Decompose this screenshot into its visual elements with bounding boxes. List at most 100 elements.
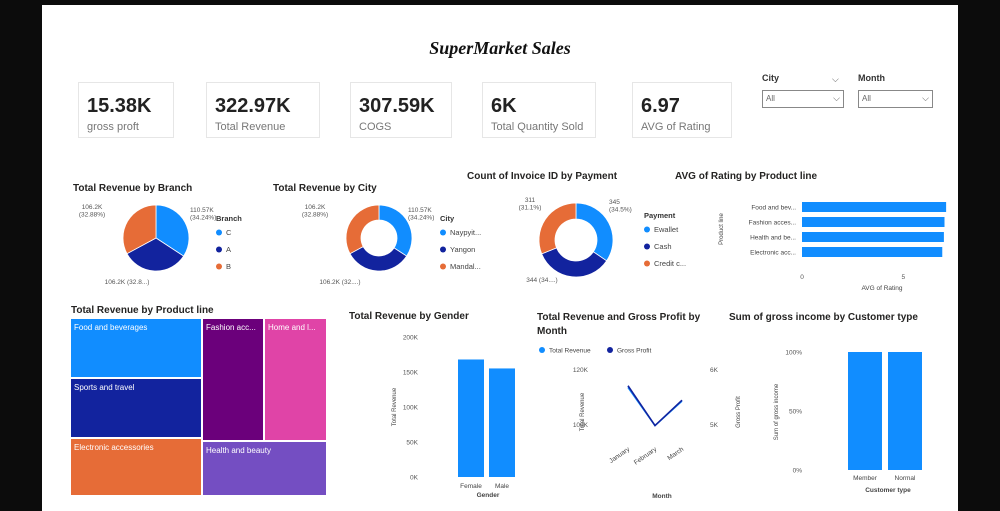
tick-label: 0K xyxy=(410,475,419,482)
tile-label: Health and beauty xyxy=(206,446,271,455)
tile-label: Sports and travel xyxy=(74,383,135,392)
legend-item: Total Revenue xyxy=(549,348,591,355)
rating-bar-chart[interactable]: Food and bev... Fashion acces... Health an… xyxy=(672,185,947,300)
category-label: Health and be... xyxy=(750,235,796,242)
month-select[interactable]: All ⌵ xyxy=(858,90,933,108)
series-line-1[interactable] xyxy=(627,385,683,427)
payment-donut-chart[interactable]: 345 (34.5%) 344 (34....) 311 (31.1%) Payment E… xyxy=(467,185,686,300)
treemap-tile-food-and-beverages[interactable]: Food and beverages xyxy=(70,318,202,378)
legend-marker xyxy=(216,263,222,270)
treemap-tile-electronic-accessories[interactable]: Electronic accessories xyxy=(70,438,202,496)
kpi-label: gross proft xyxy=(87,121,139,133)
x-axis-label: AVG of Rating xyxy=(861,285,902,292)
x-axis-label: Customer type xyxy=(865,487,911,494)
kpi-value: 322.97K xyxy=(215,95,291,117)
bar[interactable] xyxy=(802,247,943,257)
city-select[interactable]: All ⌵ xyxy=(762,90,844,108)
chevron-down-icon: ⌵ xyxy=(922,93,929,103)
kpi-label: COGS xyxy=(359,121,392,133)
legend-item: B xyxy=(226,262,231,271)
pie-slice-2[interactable] xyxy=(345,204,380,255)
legend-marker xyxy=(644,243,650,250)
customer-bar-chart[interactable]: 0% 50% 100% Member Normal Customer type Sum of… xyxy=(722,340,922,505)
data-label: 110.57K (34.24%) xyxy=(408,207,434,222)
legend-marker xyxy=(440,229,446,236)
pie-slice-2[interactable] xyxy=(538,202,577,255)
legend-item: Gross Profit xyxy=(617,348,652,355)
bar[interactable] xyxy=(802,232,944,242)
legend-marker xyxy=(644,260,650,267)
city-donut-chart[interactable]: 110.57K (34.24%) 106.2K (32....) 106.2K (32.… xyxy=(272,195,481,295)
data-label: 106.2K (32....) xyxy=(319,279,360,286)
branch-pie-chart[interactable]: 110.57K (34.24%) 106.2K (32.8...) 106.2K (32… xyxy=(72,195,272,295)
month-chart-title: Total Revenue and Gross Profit by Month xyxy=(537,311,717,339)
tick-label: 50% xyxy=(789,409,802,416)
data-label: 345 (34.5%) xyxy=(609,199,632,214)
pie-slice-2[interactable] xyxy=(122,204,157,255)
kpi-label: Total Revenue xyxy=(215,121,286,133)
treemap-tile-health-and-beauty[interactable]: Health and beauty xyxy=(202,441,327,496)
city-chart-title: Total Revenue by City xyxy=(273,183,377,194)
bar[interactable] xyxy=(802,217,945,227)
tick-label: 100% xyxy=(785,350,802,357)
data-label: 344 (34....) xyxy=(526,277,557,284)
kpi-card-total-revenue[interactable]: 322.97K Total Revenue xyxy=(206,82,320,138)
y-axis-label: Sum of gross income xyxy=(774,383,780,440)
treemap-tile-fashion-accessories[interactable]: Fashion acc... xyxy=(202,318,264,441)
pie-slice-1[interactable] xyxy=(349,246,408,272)
legend-item: A xyxy=(226,245,231,254)
category-label: Food and bev... xyxy=(751,205,796,212)
legend-item: Yangon xyxy=(450,245,475,254)
legend-marker xyxy=(440,246,446,253)
tick-label: 5 xyxy=(902,274,906,281)
branch-chart-title: Total Revenue by Branch xyxy=(73,183,193,194)
kpi-label: Total Quantity Sold xyxy=(491,121,584,133)
kpi-value: 6.97 xyxy=(641,95,680,117)
tick-label: 5K xyxy=(710,422,719,429)
kpi-card-avg-rating[interactable]: 6.97 AVG of Rating xyxy=(632,82,732,138)
legend-item: Cash xyxy=(654,242,672,251)
legend-item: Naypyit... xyxy=(450,228,481,237)
tick-label: 0% xyxy=(793,468,803,475)
legend-marker xyxy=(644,226,650,233)
dashboard-canvas: SuperMarket Sales 15.38K gross proft 322… xyxy=(42,5,958,511)
tick-label: 100K xyxy=(573,422,589,429)
treemap-tile-sports-and-travel[interactable]: Sports and travel xyxy=(70,378,202,438)
chevron-down-icon: ⌵ xyxy=(833,93,840,103)
tile-label: Electronic accessories xyxy=(74,443,154,452)
y-axis-label: Total Revenue xyxy=(580,392,586,431)
customer-chart-title-text: Sum of gross income by Customer type xyxy=(729,312,918,323)
x-axis-label: Gender xyxy=(477,492,500,499)
legend-marker xyxy=(216,246,222,253)
data-label: 106.2K (32.88%) xyxy=(79,204,105,219)
month-chart-title-text: Total Revenue and Gross Profit by Month xyxy=(537,312,701,337)
chevron-down-icon[interactable]: ⌵ xyxy=(832,74,839,84)
category-label: February xyxy=(633,445,659,466)
tile-label: Home and l... xyxy=(268,323,316,332)
bar[interactable] xyxy=(802,202,947,212)
kpi-card-gross-profit[interactable]: 15.38K gross proft xyxy=(78,82,174,138)
tick-label: 120K xyxy=(573,367,589,374)
series-line-0[interactable] xyxy=(627,386,683,427)
bar[interactable] xyxy=(489,368,515,477)
kpi-card-total-quantity-sold[interactable]: 6K Total Quantity Sold xyxy=(482,82,596,138)
bar[interactable] xyxy=(458,359,484,477)
gender-bar-chart[interactable]: 0K 50K 100K 150K 200K Female Male Gender Total R… xyxy=(342,323,515,503)
kpi-value: 307.59K xyxy=(359,95,435,117)
legend-item: C xyxy=(226,228,232,237)
kpi-card-cogs[interactable]: 307.59K COGS xyxy=(350,82,452,138)
slicer-value: All xyxy=(766,94,775,103)
treemap-tile-home-and-lifestyle[interactable]: Home and l... xyxy=(264,318,327,441)
slicer-label: City xyxy=(762,73,780,83)
kpi-value: 6K xyxy=(491,95,517,117)
gender-chart-title: Total Revenue by Gender xyxy=(349,311,469,322)
category-label: Male xyxy=(495,483,509,490)
bar[interactable] xyxy=(888,352,922,470)
bar[interactable] xyxy=(848,352,882,470)
category-label: Female xyxy=(460,483,482,490)
slicer-value: All xyxy=(862,94,871,103)
month-line-chart[interactable]: Total Revenue Gross Profit 120K 100K 6K 5K Jan… xyxy=(532,340,742,505)
tick-label: 50K xyxy=(406,440,418,447)
legend-title: Branch xyxy=(216,214,242,223)
payment-chart-title: Count of Invoice ID by Payment xyxy=(467,171,618,182)
